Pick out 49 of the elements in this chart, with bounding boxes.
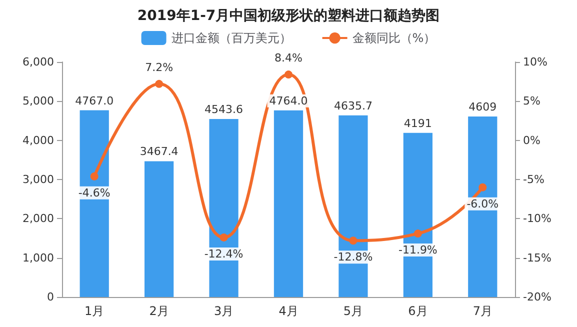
point [90,172,98,180]
point [349,236,358,245]
data-label: -6.0% [466,197,499,210]
bar [80,110,109,297]
legend-label: 进口金额（百万美元） [171,31,292,45]
y2-tick-label: -15% [523,251,552,264]
y2-tick-label: 0% [523,134,540,147]
data-label: 4635.7 [334,99,372,112]
data-label: 7.2% [145,60,174,74]
y-tick-label: 3,000 [22,173,54,186]
point [155,80,164,88]
y2-tick-label: -10% [523,212,552,226]
point [220,233,228,242]
y2-tick-label: 5% [523,94,540,108]
x-tick-label: 3月 [214,304,234,318]
y-tick-label: 4,000 [22,134,54,147]
chart-title: 2019年1-7月中国初级形状的塑料进口额趋势图 [137,7,440,24]
point [284,70,292,79]
bar [468,116,498,297]
y-tick-label: 0 [47,290,54,304]
data-label: 4764.0 [269,94,308,108]
x-tick-label: 4月 [278,304,298,318]
x-tick-label: 6月 [408,304,428,318]
x-tick-label: 1月 [84,304,104,318]
data-label: 4609 [468,100,497,114]
y-tick-label: 5,000 [22,94,54,108]
y2-tick-label: 10% [523,56,548,68]
data-label: -11.9% [398,244,438,257]
y2-tick-label: -5% [523,173,544,186]
legend-label: 金额同比（%） [352,31,436,45]
data-label: -4.6% [78,186,110,200]
data-label: 4191 [404,116,432,130]
bar [274,110,304,297]
data-label: 4767.0 [75,94,114,108]
bar [144,161,174,297]
data-label: -12.8% [334,250,373,264]
y2-tick-label: -20% [523,290,552,304]
data-label: 3467.4 [140,145,178,158]
y-tick-label: 2,000 [22,212,54,226]
y-tick-label: 6,000 [22,56,54,68]
point [414,230,422,238]
x-tick-label: 5月 [343,304,364,318]
data-label: 8.4% [274,52,302,65]
data-label: -12.4% [204,247,244,260]
y-tick-label: 1,000 [22,251,54,264]
x-tick-label: 7月 [472,304,492,318]
data-label: 4543.6 [204,103,244,116]
x-tick-label: 2月 [149,304,169,318]
point [478,183,487,192]
